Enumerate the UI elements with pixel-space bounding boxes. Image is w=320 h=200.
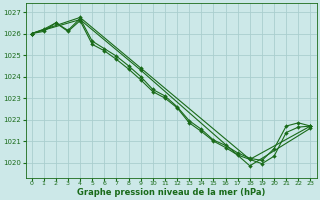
X-axis label: Graphe pression niveau de la mer (hPa): Graphe pression niveau de la mer (hPa): [77, 188, 265, 197]
